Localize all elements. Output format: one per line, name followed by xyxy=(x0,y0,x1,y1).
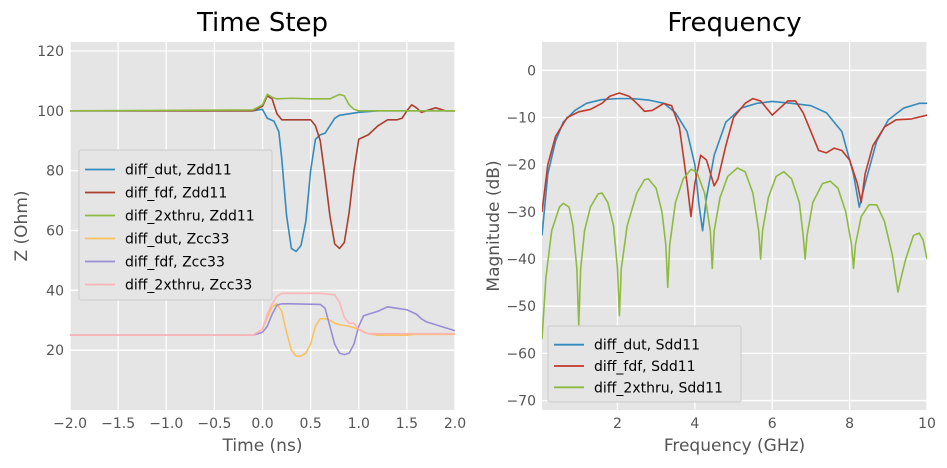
x-tick-label: 10 xyxy=(918,416,936,432)
frequency-x-ticks: 2 4 6 8 10 xyxy=(613,416,936,432)
frequency-title: Frequency xyxy=(667,8,801,38)
series-line-0 xyxy=(70,108,455,253)
frequency-chart: 2 4 6 8 10 −70 −60 −50 −40 −30 −20 −10 0 Frequency … xyxy=(484,8,936,456)
x-tick-label: 0.5 xyxy=(299,416,321,432)
time-step-x-ticks: −2.0 −1.5 −1.0 −0.5 0.0 0.5 1.0 1.5 2.0 xyxy=(53,416,466,432)
x-tick-label: −0.5 xyxy=(197,416,231,432)
y-tick-label: 0 xyxy=(527,63,536,79)
frequency-y-ticks: −70 −60 −50 −40 −30 −20 −10 0 xyxy=(506,63,536,409)
legend-entry: diff_2xthru, Sdd11 xyxy=(594,380,723,396)
series-line-2 xyxy=(70,93,455,112)
legend-entry: diff_fdf, Zcc33 xyxy=(125,255,225,271)
y-tick-label: −10 xyxy=(506,110,536,126)
y-tick-label: 20 xyxy=(46,343,64,359)
time-step-title: Time Step xyxy=(196,8,328,38)
y-tick-label: 40 xyxy=(46,283,64,299)
series-line-2 xyxy=(542,167,927,340)
legend-entry: diff_dut, Sdd11 xyxy=(594,338,700,354)
y-tick-label: −20 xyxy=(506,158,536,174)
x-tick-label: 8 xyxy=(845,416,854,432)
series-line-1 xyxy=(542,92,927,218)
x-tick-label: 1.5 xyxy=(396,416,418,432)
y-tick-label: −70 xyxy=(506,394,536,410)
time-step-series xyxy=(70,93,455,357)
x-tick-label: 2 xyxy=(613,416,622,432)
frequency-series xyxy=(542,92,927,340)
series-line-5 xyxy=(70,292,455,336)
time-step-y-label: Z (Ohm) xyxy=(12,190,32,261)
x-tick-label: −1.0 xyxy=(149,416,183,432)
series-line-4 xyxy=(70,302,455,356)
y-tick-label: −50 xyxy=(506,299,536,315)
frequency-y-label: Magnitude (dB) xyxy=(484,160,504,291)
time-step-y-ticks: 20 40 60 80 100 120 xyxy=(37,44,64,359)
x-tick-label: 1.0 xyxy=(348,416,370,432)
x-tick-label: 0.0 xyxy=(251,416,273,432)
y-tick-label: 100 xyxy=(37,104,64,120)
y-tick-label: 80 xyxy=(46,164,64,180)
legend-entry: diff_fdf, Zdd11 xyxy=(125,186,227,202)
series-line-1 xyxy=(70,95,455,250)
legend-entry: diff_dut, Zdd11 xyxy=(125,163,232,179)
x-tick-label: 4 xyxy=(690,416,699,432)
frequency-legend: diff_dut, Sdd11 diff_fdf, Sdd11 diff_2xthr… xyxy=(547,325,742,403)
x-tick-label: −1.5 xyxy=(101,416,135,432)
legend-box xyxy=(547,325,742,403)
x-tick-label: −2.0 xyxy=(53,416,87,432)
y-tick-label: −40 xyxy=(506,252,536,268)
y-tick-label: 60 xyxy=(46,223,64,239)
legend-entry: diff_2xthru, Zcc33 xyxy=(125,278,252,294)
time-step-legend: diff_dut, Zdd11 diff_fdf, Zdd11 diff_2xthr… xyxy=(78,149,273,301)
x-tick-label: 6 xyxy=(768,416,777,432)
y-tick-label: −60 xyxy=(506,346,536,362)
legend-entry: diff_dut, Zcc33 xyxy=(125,232,229,248)
time-step-chart: −2.0 −1.5 −1.0 −0.5 0.0 0.5 1.0 1.5 2.0 20 40 60 80… xyxy=(12,8,466,456)
y-tick-label: 120 xyxy=(37,44,64,60)
frequency-x-label: Frequency (GHz) xyxy=(664,436,805,456)
legend-box xyxy=(78,149,273,301)
y-tick-label: −30 xyxy=(506,205,536,221)
legend-entry: diff_2xthru, Zdd11 xyxy=(125,209,255,225)
legend-entry: diff_fdf, Sdd11 xyxy=(594,359,696,375)
x-tick-label: 2.0 xyxy=(444,416,466,432)
time-step-x-label: Time (ns) xyxy=(222,436,303,456)
